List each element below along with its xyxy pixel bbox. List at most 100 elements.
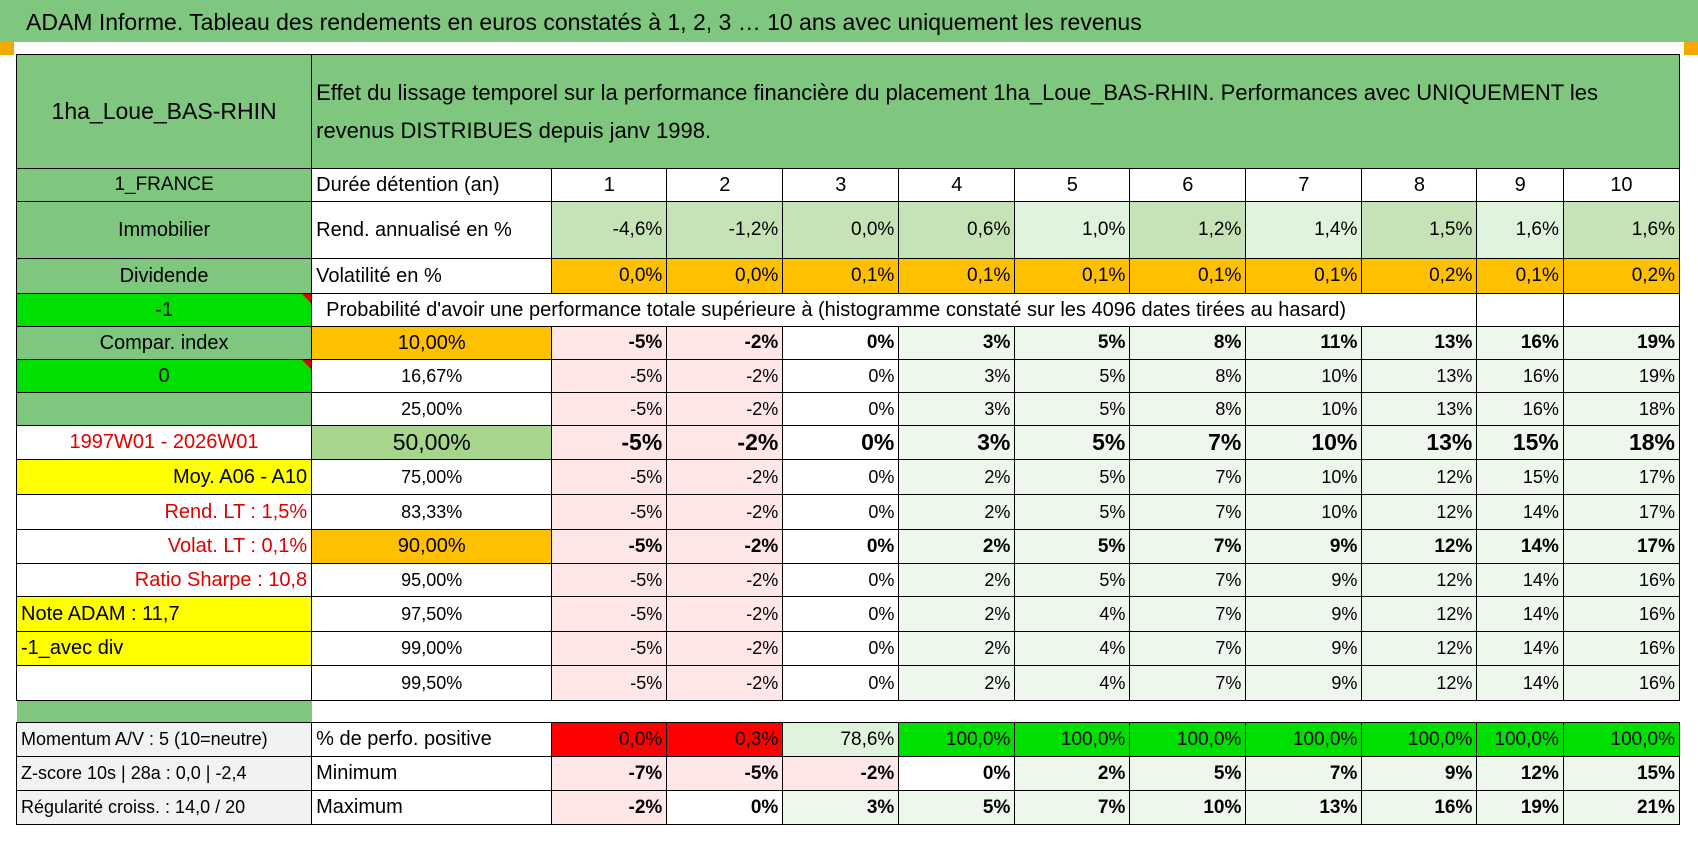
probability-cell: 75,00% (312, 460, 552, 495)
positive-perf-cell: 100,0% (1130, 723, 1246, 757)
positive-perf-cell: 100,0% (1563, 723, 1679, 757)
performance-cell: 15% (1477, 426, 1564, 460)
performance-cell: 14% (1477, 597, 1564, 632)
returns-table: 1ha_Loue_BAS-RHIN Effet du lissage tempo… (16, 54, 1680, 825)
performance-cell: 0% (783, 530, 899, 564)
z-score-label: Z-score 10s | 28a : 0,0 | -2,4 (17, 757, 312, 791)
momentum-label: Momentum A/V : 5 (10=neutre) (17, 723, 312, 757)
performance-cell: 14% (1477, 495, 1564, 530)
performance-cell: 0% (783, 393, 899, 426)
probability-cell: 50,00% (312, 426, 552, 460)
performance-cell: 10% (1246, 393, 1362, 426)
probability-cell: 95,00% (312, 564, 552, 597)
performance-cell: 14% (1477, 530, 1564, 564)
duration-cell: 8 (1362, 169, 1477, 202)
performance-cell: 0% (783, 495, 899, 530)
minimum-cell: 0% (899, 757, 1015, 791)
volatility-cell: 0,1% (1477, 259, 1564, 294)
probability-title: Probabilité d'avoir une performance tota… (312, 294, 1477, 327)
corner-marker (0, 42, 14, 55)
annualized-label: Rend. annualisé en % (312, 202, 552, 259)
performance-cell: 5% (1015, 426, 1130, 460)
performance-cell: 5% (1015, 564, 1130, 597)
performance-cell: 14% (1477, 564, 1564, 597)
positive-perf-cell: 100,0% (899, 723, 1015, 757)
performance-cell: 3% (899, 360, 1015, 393)
performance-cell: -5% (552, 360, 667, 393)
maximum-cell: 21% (1563, 791, 1679, 825)
performance-cell: 2% (899, 564, 1015, 597)
minimum-cell: 9% (1362, 757, 1477, 791)
performance-cell: 17% (1563, 460, 1679, 495)
duration-cell: 7 (1246, 169, 1362, 202)
performance-cell: 2% (899, 666, 1015, 701)
performance-cell: 16% (1477, 360, 1564, 393)
performance-cell: 12% (1362, 597, 1477, 632)
performance-cell: 17% (1563, 495, 1679, 530)
selector-cell[interactable]: -1 (17, 294, 312, 327)
annualized-cell: 0,6% (899, 202, 1015, 259)
performance-cell: 9% (1246, 530, 1362, 564)
spacer-cell (312, 701, 1680, 723)
performance-cell: 12% (1362, 495, 1477, 530)
asset-name: 1ha_Loue_BAS-RHIN (17, 55, 312, 169)
maximum-cell: 0% (667, 791, 783, 825)
performance-cell: -5% (552, 632, 667, 666)
performance-cell: 10% (1246, 495, 1362, 530)
performance-cell: -5% (552, 666, 667, 701)
long-term-volatility-label: Volat. LT : 0,1% (17, 530, 312, 564)
performance-cell: 2% (899, 632, 1015, 666)
volatility-cell: 0,1% (783, 259, 899, 294)
performance-cell: 2% (899, 597, 1015, 632)
performance-cell: -2% (667, 426, 783, 460)
dividend-mode-label: -1_avec div (17, 632, 312, 666)
performance-cell: 10% (1246, 426, 1362, 460)
performance-cell: -2% (667, 530, 783, 564)
performance-cell: 5% (1015, 393, 1130, 426)
performance-cell: -2% (667, 495, 783, 530)
performance-cell: 7% (1130, 666, 1246, 701)
positive-perf-cell: 0,3% (667, 723, 783, 757)
annualized-cell: -4,6% (552, 202, 667, 259)
performance-cell: 13% (1362, 327, 1477, 360)
maximum-cell: -2% (552, 791, 667, 825)
performance-cell: 18% (1563, 393, 1679, 426)
minimum-label: Minimum (312, 757, 552, 791)
minimum-cell: 12% (1477, 757, 1564, 791)
performance-cell: 9% (1246, 632, 1362, 666)
performance-cell: 8% (1130, 327, 1246, 360)
performance-cell: -5% (552, 393, 667, 426)
performance-cell: 13% (1362, 426, 1477, 460)
performance-cell: -5% (552, 327, 667, 360)
positive-perf-label: % de perfo. positive (312, 723, 552, 757)
compar-label: Compar. index (17, 327, 312, 360)
performance-cell: 12% (1362, 632, 1477, 666)
maximum-cell: 10% (1130, 791, 1246, 825)
performance-cell: 0% (783, 426, 899, 460)
performance-cell: 3% (899, 327, 1015, 360)
duration-cell: 6 (1130, 169, 1246, 202)
volatility-label: Volatilité en % (312, 259, 552, 294)
maximum-cell: 7% (1015, 791, 1130, 825)
positive-perf-cell: 100,0% (1015, 723, 1130, 757)
volatility-cell: 0,1% (899, 259, 1015, 294)
volatility-cell: 0,1% (1130, 259, 1246, 294)
performance-cell: 7% (1130, 564, 1246, 597)
volatility-cell: 0,0% (667, 259, 783, 294)
minimum-cell: -5% (667, 757, 783, 791)
volatility-cell: 0,2% (1362, 259, 1477, 294)
performance-cell: 19% (1563, 360, 1679, 393)
positive-perf-cell: 78,6% (783, 723, 899, 757)
annualized-cell: 1,4% (1246, 202, 1362, 259)
empty-side-cell (17, 666, 312, 701)
maximum-cell: 19% (1477, 791, 1564, 825)
volatility-cell: 0,0% (552, 259, 667, 294)
duration-cell: 1 (552, 169, 667, 202)
selector-cell[interactable]: 0 (17, 360, 312, 393)
performance-cell: 7% (1130, 632, 1246, 666)
duration-cell: 4 (899, 169, 1015, 202)
performance-cell: 7% (1130, 426, 1246, 460)
performance-cell: 0% (783, 666, 899, 701)
probability-cell: 25,00% (312, 393, 552, 426)
performance-cell: 2% (899, 530, 1015, 564)
